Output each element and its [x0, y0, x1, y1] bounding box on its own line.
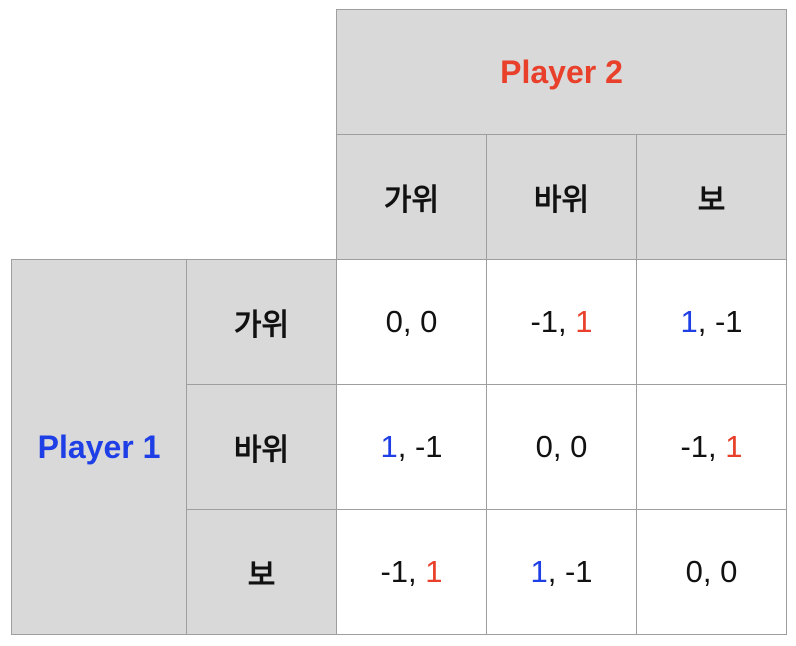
payoff-separator: ,: [402, 304, 421, 339]
payoff-cell: -1, 1: [636, 384, 787, 510]
column-header-label: 가위: [383, 183, 440, 218]
payoff-cell: 1, -1: [336, 384, 487, 510]
player2-payoff: 0: [720, 554, 738, 589]
player2-header: Player 2: [336, 9, 787, 135]
payoff-separator: ,: [552, 429, 571, 464]
player2-payoff: 1: [725, 429, 743, 464]
payoff-separator: ,: [397, 429, 415, 464]
payoff-separator: ,: [558, 304, 576, 339]
player2-payoff: 0: [420, 304, 438, 339]
payoff-separator: ,: [702, 554, 721, 589]
payoff-separator: ,: [697, 304, 715, 339]
payoff-cell: -1, 1: [486, 259, 637, 385]
player1-payoff: -1: [380, 554, 409, 589]
row-header-label: 바위: [233, 433, 290, 468]
player1-label: Player 1: [37, 428, 161, 465]
player1-payoff: 0: [535, 429, 553, 464]
player2-payoff: 1: [425, 554, 443, 589]
row-header-rock: 바위: [186, 384, 337, 510]
player1-payoff: 0: [385, 304, 403, 339]
row-header-paper: 보: [186, 509, 337, 635]
payoff-cell: 0, 0: [486, 384, 637, 510]
player1-payoff: 1: [380, 429, 398, 464]
row-header-scissors: 가위: [186, 259, 337, 385]
player2-payoff: -1: [714, 304, 743, 339]
player2-payoff: 0: [570, 429, 588, 464]
payoff-cell: -1, 1: [336, 509, 487, 635]
player2-label: Player 2: [500, 53, 623, 90]
column-header-label: 보: [697, 183, 726, 218]
player1-payoff: 1: [680, 304, 698, 339]
payoff-cell: 1, -1: [636, 259, 787, 385]
player1-payoff: 1: [530, 554, 548, 589]
column-header-rock: 바위: [486, 134, 637, 260]
payoff-cell: 0, 0: [336, 259, 487, 385]
payoff-separator: ,: [547, 554, 565, 589]
player2-payoff: -1: [414, 429, 443, 464]
column-header-scissors: 가위: [336, 134, 487, 260]
row-header-label: 보: [247, 558, 276, 593]
player2-payoff: 1: [575, 304, 593, 339]
payoff-separator: ,: [408, 554, 426, 589]
player1-payoff: -1: [680, 429, 709, 464]
payoff-cell: 1, -1: [486, 509, 637, 635]
player1-header: Player 1: [11, 259, 187, 635]
column-header-label: 바위: [533, 183, 590, 218]
player1-payoff: 0: [685, 554, 703, 589]
player2-payoff: -1: [564, 554, 593, 589]
payoff-separator: ,: [708, 429, 726, 464]
row-header-label: 가위: [233, 308, 290, 343]
player1-payoff: -1: [530, 304, 559, 339]
column-header-paper: 보: [636, 134, 787, 260]
payoff-cell: 0, 0: [636, 509, 787, 635]
